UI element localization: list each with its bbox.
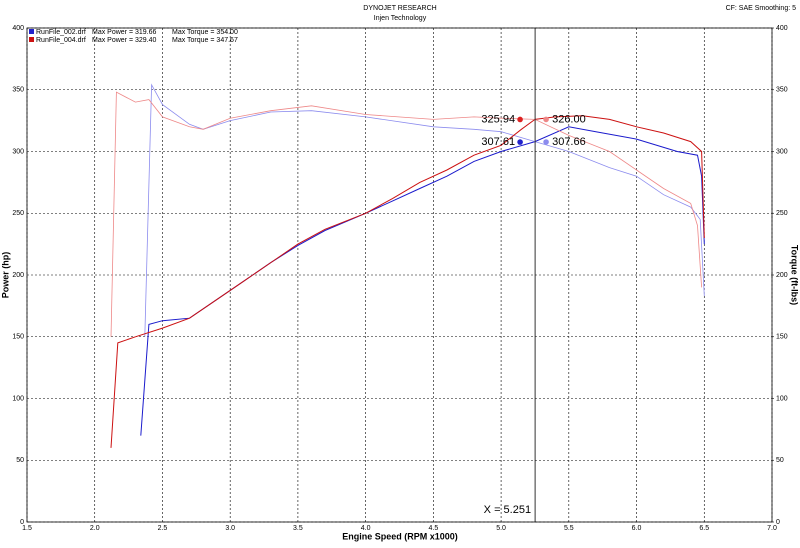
x-tick-label: 5.0	[496, 525, 506, 532]
legend-torque: Max Torque = 347.67	[172, 37, 238, 44]
x-tick-label: 2.5	[158, 525, 168, 532]
y2-tick-label: 400	[776, 25, 788, 32]
legend-power: Max Power = 319.66	[92, 29, 157, 36]
y2-tick-label: 50	[776, 457, 784, 464]
x-tick-label: 2.0	[90, 525, 100, 532]
y-tick-label: 400	[12, 25, 24, 32]
chart-title: DYNOJET RESEARCH	[363, 5, 436, 12]
cursor-dot	[517, 139, 523, 145]
x-tick-label: 1.5	[22, 525, 32, 532]
y2-tick-label: 150	[776, 334, 788, 341]
x-tick-label: 6.0	[632, 525, 642, 532]
settings-note: CF: SAE Smoothing: 5	[726, 5, 797, 12]
y-axis-label: Power (hp)	[0, 252, 10, 299]
y-tick-label: 350	[12, 87, 24, 94]
cursor-dot	[543, 116, 549, 123]
cursor-value: 307.66	[552, 136, 586, 148]
plot-frame	[26, 27, 773, 523]
legend-swatch	[29, 37, 34, 42]
y-tick-label: 50	[16, 457, 24, 464]
y2-tick-label: 0	[776, 519, 780, 526]
x-tick-label: 5.5	[564, 525, 574, 532]
legend-swatch	[29, 29, 34, 34]
x-axis-label: Engine Speed (RPM x1000)	[342, 531, 458, 541]
x-tick-label: 3.5	[293, 525, 303, 532]
x-tick-label: 3.0	[225, 525, 235, 532]
legend-power: Max Power = 329.40	[92, 37, 157, 44]
y2-tick-label: 300	[776, 148, 788, 155]
y-tick-label: 300	[12, 148, 24, 155]
series-line	[144, 83, 705, 337]
y-tick-label: 200	[12, 272, 24, 279]
y2-tick-label: 250	[776, 210, 788, 217]
x-tick-label: 4.0	[361, 525, 371, 532]
x-tick-label: 4.5	[428, 525, 438, 532]
legend-file: RunFile_002.drf	[36, 29, 86, 36]
y2-axis-label: Torque (ft-lbs)	[790, 245, 800, 305]
chart-subtitle: Injen Technology	[374, 15, 427, 22]
x-tick-label: 6.5	[699, 525, 709, 532]
cursor-label: X = 5.251	[484, 504, 531, 516]
series-line	[110, 91, 702, 337]
y-tick-label: 250	[12, 210, 24, 217]
legend-torque: Max Torque = 354.00	[172, 29, 238, 36]
cursor-value: 307.61	[481, 136, 515, 148]
cursor-value: 325.94	[481, 113, 515, 125]
y-tick-label: 100	[12, 395, 24, 402]
cursor-dot	[543, 139, 549, 145]
legend-file: RunFile_004.drf	[36, 37, 86, 44]
y2-tick-label: 350	[776, 87, 788, 94]
x-tick-label: 7.0	[767, 525, 777, 532]
y-tick-label: 0	[20, 519, 24, 526]
cursor-dot	[517, 116, 523, 123]
y-tick-label: 150	[12, 334, 24, 341]
y2-tick-label: 200	[776, 272, 788, 279]
y2-tick-label: 100	[776, 395, 788, 402]
cursor-value: 326.00	[552, 113, 586, 125]
series-line	[110, 115, 705, 448]
